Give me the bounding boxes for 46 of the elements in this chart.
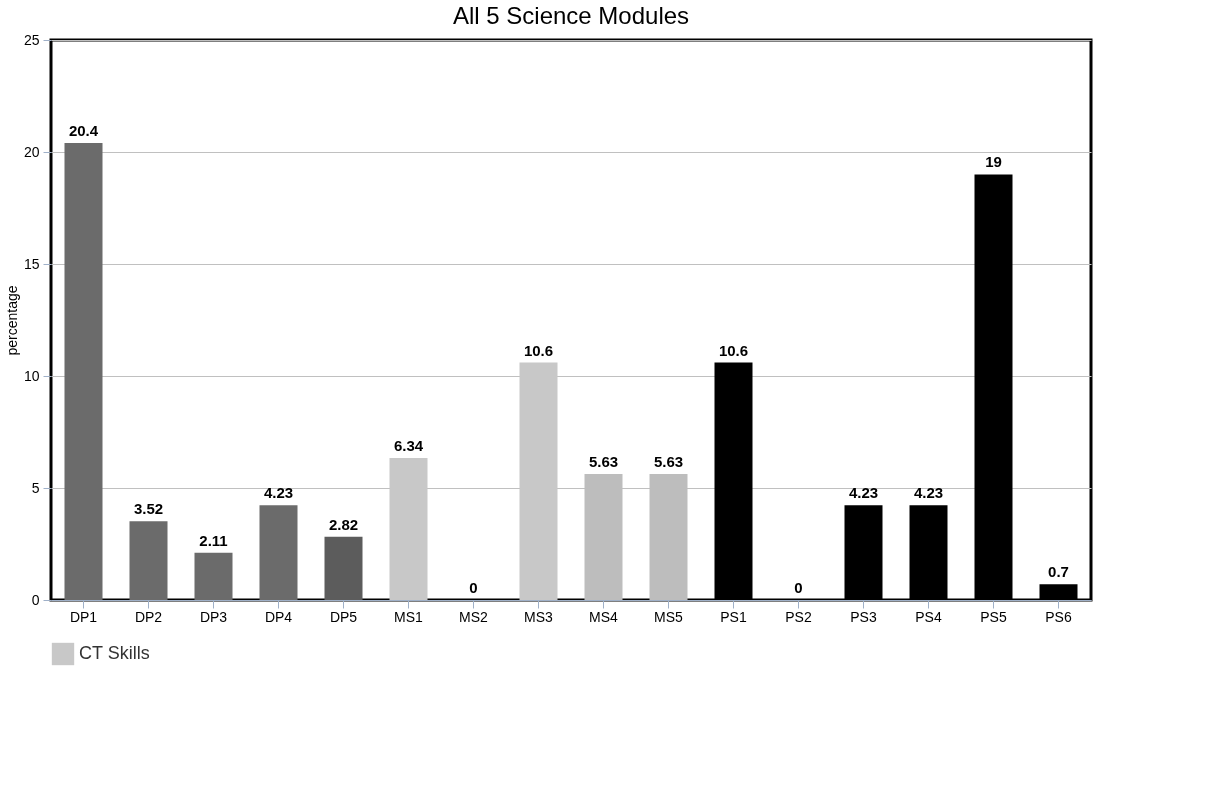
y-tick-label: 20 (23, 143, 40, 160)
data-label: 3.52 (133, 500, 164, 518)
chart-title: All 5 Science Modules (452, 2, 690, 29)
y-tick-label: 5 (31, 479, 40, 496)
y-axis-title: percentage (3, 285, 20, 356)
data-label: 6.34 (393, 436, 424, 454)
data-label: 0 (794, 579, 803, 596)
y-tick-label: 0 (31, 591, 40, 608)
x-tick-label: PS6 (1045, 608, 1072, 625)
x-tick-label: DP3 (199, 608, 228, 625)
x-tick-label: DP1 (69, 608, 98, 625)
x-tick-label: DP4 (264, 608, 293, 625)
data-label: 20.4 (68, 122, 99, 140)
x-tick-label: DP2 (134, 608, 163, 625)
x-tick-label: MS1 (394, 608, 424, 625)
data-label: 2.11 (199, 531, 228, 549)
x-tick-label: PS5 (980, 608, 1007, 625)
bar (64, 143, 103, 600)
data-label: 19 (985, 153, 1002, 171)
data-label: 4.23 (913, 484, 944, 502)
data-label: 5.63 (653, 452, 684, 470)
legend-label: CT Skills (79, 643, 150, 663)
x-tick-label: MS2 (459, 608, 489, 625)
data-label: 4.23 (263, 484, 294, 502)
x-tick-label: PS4 (915, 608, 942, 625)
bar (129, 521, 168, 600)
y-tick-label: 25 (23, 31, 40, 48)
data-label: 2.82 (328, 515, 359, 533)
y-tick-label: 10 (23, 367, 40, 384)
x-tick-label: PS1 (720, 608, 747, 625)
bar (194, 552, 233, 600)
x-tick-label: PS3 (850, 608, 877, 625)
y-tick-label: 15 (23, 255, 40, 272)
bar (259, 505, 298, 600)
x-tick-label: DP5 (329, 608, 358, 625)
x-tick-label: MS4 (589, 608, 619, 625)
data-label: 0.7 (1048, 563, 1069, 581)
data-label: 4.23 (848, 484, 879, 502)
data-label: 10.6 (523, 341, 554, 359)
data-label: 0 (469, 579, 478, 596)
data-label: 5.63 (588, 452, 619, 470)
x-tick-label: MS5 (654, 608, 684, 625)
x-tick-label: MS3 (524, 608, 554, 625)
data-label: 10.6 (718, 341, 749, 359)
x-tick-label: PS2 (785, 608, 812, 625)
bar (324, 536, 363, 600)
